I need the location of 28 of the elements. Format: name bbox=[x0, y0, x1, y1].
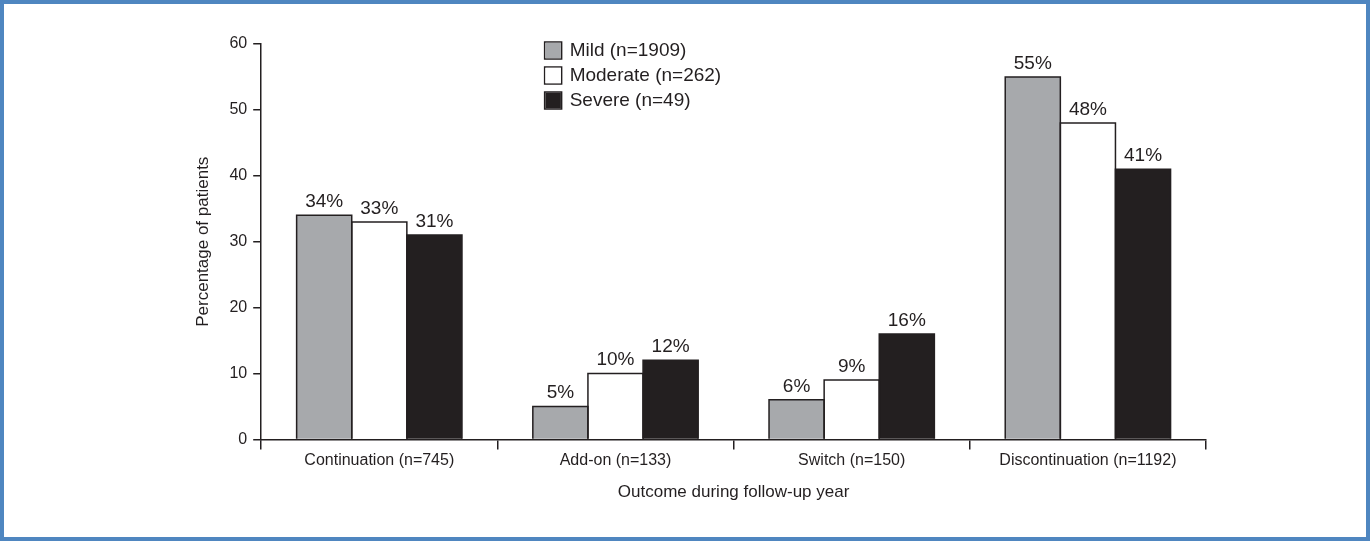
data-label: 31% bbox=[415, 209, 454, 231]
data-label: 41% bbox=[1124, 143, 1163, 165]
data-label: 10% bbox=[596, 348, 635, 370]
data-label: 5% bbox=[546, 381, 575, 403]
data-label: 48% bbox=[1068, 97, 1108, 119]
y-tick-label: 20 bbox=[229, 298, 248, 316]
legend-label: Mild (n=1909) bbox=[569, 38, 687, 60]
y-tick-label: 0 bbox=[238, 429, 248, 447]
data-label: 6% bbox=[782, 374, 811, 396]
data-label: 12% bbox=[651, 335, 690, 357]
y-tick-label: 10 bbox=[229, 363, 248, 381]
x-axis-title: Outcome during follow-up year bbox=[617, 482, 850, 502]
y-tick-label: 50 bbox=[229, 100, 248, 118]
legend-label: Severe (n=49) bbox=[569, 88, 691, 110]
data-label: 9% bbox=[837, 354, 866, 376]
legend-label: Moderate (n=262) bbox=[569, 63, 722, 85]
data-label: 33% bbox=[360, 196, 399, 218]
x-tick-label: Switch (n=150) bbox=[798, 451, 906, 469]
data-label: 55% bbox=[1013, 51, 1052, 73]
data-label: 16% bbox=[887, 308, 926, 330]
y-tick-label: 30 bbox=[229, 232, 248, 250]
y-tick-label: 60 bbox=[229, 34, 248, 52]
data-label: 34% bbox=[305, 190, 344, 212]
x-tick-label: Continuation (n=745) bbox=[304, 451, 455, 469]
x-tick-label: Add-on (n=133) bbox=[559, 451, 672, 469]
y-tick-label: 40 bbox=[229, 166, 248, 184]
y-axis-title: Percentage of patients bbox=[192, 156, 212, 327]
x-tick-label: Discontinuation (n=1192) bbox=[999, 451, 1177, 469]
